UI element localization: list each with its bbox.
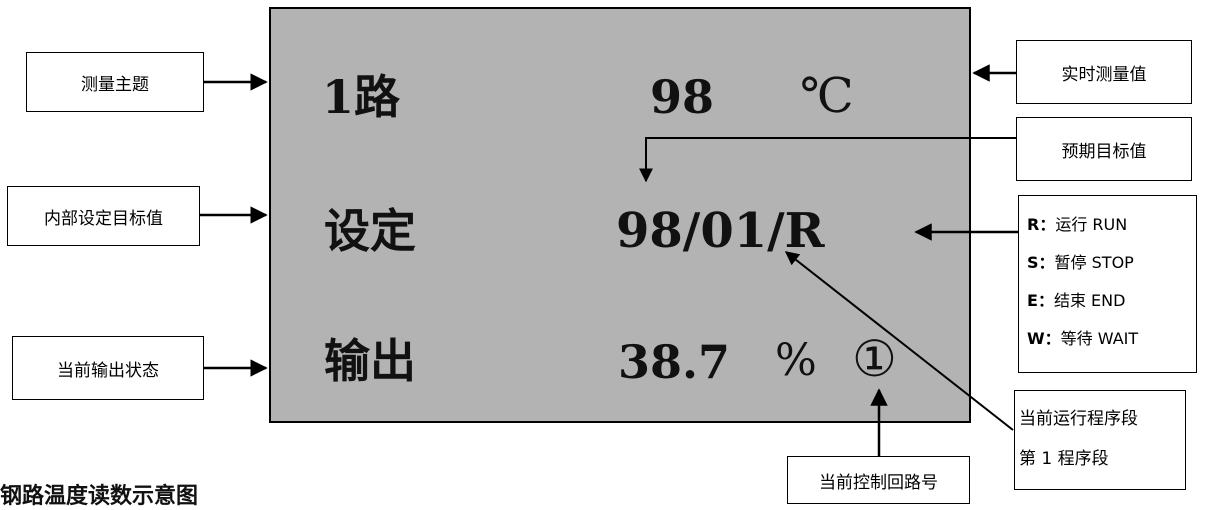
internal-setpoint-box: 内部设定目标值 [7,186,200,246]
legend-sep: ： [1039,215,1056,234]
legend-sep: ： [1044,329,1061,348]
current-segment-box: 当前运行程序段 第 1 程序段 [1014,390,1186,490]
lcd-display-panel [269,7,971,423]
current-segment-line2: 第 1 程序段 [1019,449,1109,469]
current-segment-arrow [784,251,1014,431]
legend-desc: 暂停 STOP [1054,253,1134,272]
row2-label: 设定 [324,204,416,258]
internal-setpoint-label: 内部设定目标值 [44,208,163,229]
legend-item-run: R：运行 RUN [1027,206,1196,244]
legend-item-end: E：结束 END [1027,282,1196,320]
row3-unit: % [775,335,817,386]
current-output-label: 当前输出状态 [57,360,159,381]
status-legend: R：运行 RUN S：暂停 STOP E：结束 END W：等待 WAIT [1018,195,1197,373]
current-output-box: 当前输出状态 [12,336,204,400]
measure-topic-label: 测量主题 [81,74,149,95]
row3-loop-number: ① [852,330,897,388]
row1-value: 98 [650,70,715,124]
legend-sep: ： [1038,253,1055,272]
realtime-value-label: 实时测量值 [1061,64,1147,85]
legend-key: W [1027,329,1045,348]
legend-desc: 等待 WAIT [1060,329,1139,348]
legend-sep: ： [1037,291,1054,310]
legend-desc: 运行 RUN [1055,215,1128,234]
row3-value: 38.7 [618,335,731,389]
legend-desc: 结束 END [1053,291,1126,310]
current-segment-line1: 当前运行程序段 [1019,409,1138,429]
expected-target-box: 预期目标值 [1016,117,1192,181]
realtime-value-box: 实时测量值 [1016,40,1192,104]
row2-value: 98/01/R [616,203,825,259]
expected-target-label: 预期目标值 [1061,141,1147,162]
expected-target-arrow [639,137,1016,183]
row1-unit: ℃ [800,68,854,124]
legend-key: R [1027,215,1040,234]
legend-item-wait: W：等待 WAIT [1027,320,1196,358]
legend-key: E [1027,291,1038,310]
row3-label: 输出 [324,334,416,388]
control-loop-box: 当前控制回路号 [787,456,970,504]
row1-label: 1路 [322,70,401,124]
legend-item-stop: S：暂停 STOP [1027,244,1196,282]
measure-topic-box: 测量主题 [26,52,204,112]
legend-key: S [1027,253,1039,272]
control-loop-label: 当前控制回路号 [819,472,938,493]
